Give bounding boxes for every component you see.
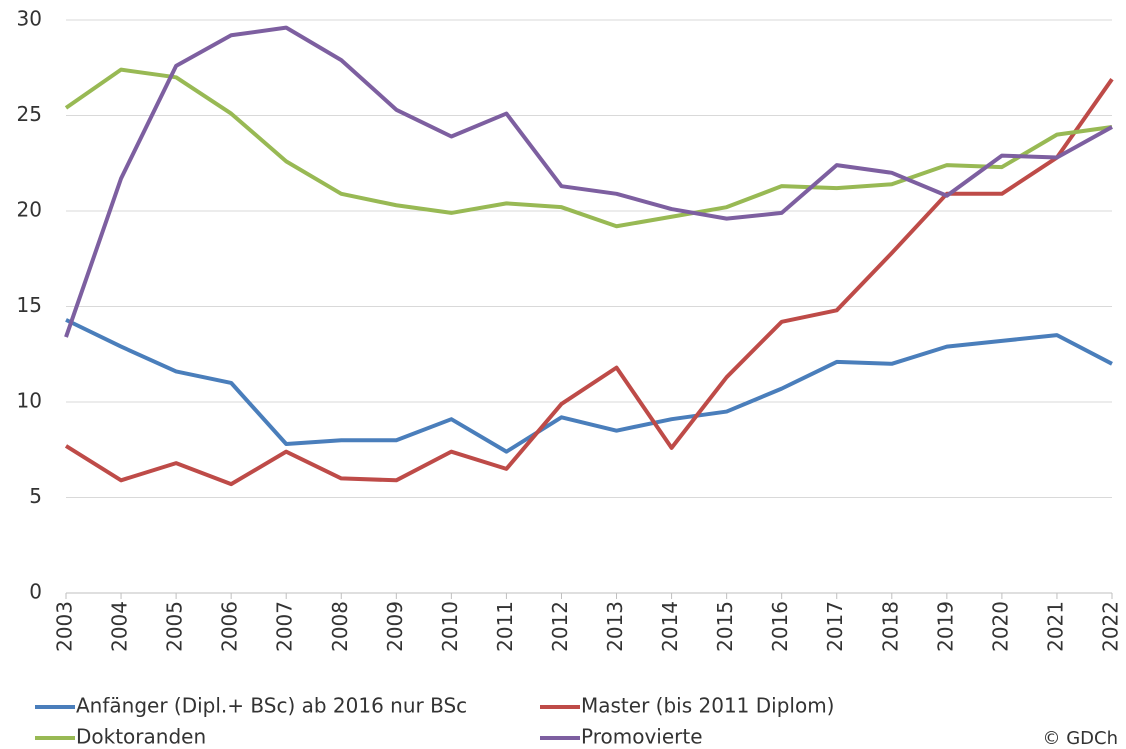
x-tick-label: 2021 xyxy=(1043,601,1067,652)
legend-label: Doktoranden xyxy=(76,725,206,749)
y-tick-label: 10 xyxy=(17,389,42,413)
data-line xyxy=(64,25,1113,338)
y-tick-label: 20 xyxy=(17,198,42,222)
y-tick-label: 15 xyxy=(17,293,42,317)
x-tick-label: 2004 xyxy=(108,601,132,652)
x-tick-label: 2011 xyxy=(493,601,517,652)
x-tick-label: 2022 xyxy=(1099,601,1123,652)
x-tick-label: 2006 xyxy=(218,601,242,652)
x-tick-label: 2015 xyxy=(713,601,737,652)
x-tick-label: 2017 xyxy=(823,601,847,652)
y-tick-label: 25 xyxy=(17,102,42,126)
x-tick-label: 2018 xyxy=(878,601,902,652)
x-tick-label: 2005 xyxy=(163,601,187,652)
y-tick-label: 0 xyxy=(29,580,42,604)
x-tick-label: 2010 xyxy=(438,601,462,652)
data-line xyxy=(65,318,1113,454)
copyright: © GDCh xyxy=(1042,728,1118,749)
x-tick-label: 2007 xyxy=(273,601,297,652)
x-tick-label: 2016 xyxy=(768,601,792,652)
y-tick-label: 5 xyxy=(29,484,42,508)
y-tick-label: 30 xyxy=(17,7,42,31)
x-tick-label: 2020 xyxy=(988,601,1012,652)
legend-label: Master (bis 2011 Diplom) xyxy=(581,694,834,718)
x-tick-label: 2019 xyxy=(933,601,957,652)
data-line xyxy=(64,67,1113,229)
data-line xyxy=(64,78,1114,487)
x-tick-label: 2009 xyxy=(383,601,407,652)
legend-label: Promovierte xyxy=(581,725,703,749)
legend-label: Anfänger (Dipl.+ BSc) ab 2016 nur BSc xyxy=(76,694,467,718)
x-tick-label: 2013 xyxy=(603,601,627,652)
x-tick-label: 2008 xyxy=(328,601,352,652)
x-tick-label: 2014 xyxy=(658,601,682,652)
x-tick-label: 2012 xyxy=(548,601,572,652)
x-tick-label: 2003 xyxy=(53,601,77,652)
